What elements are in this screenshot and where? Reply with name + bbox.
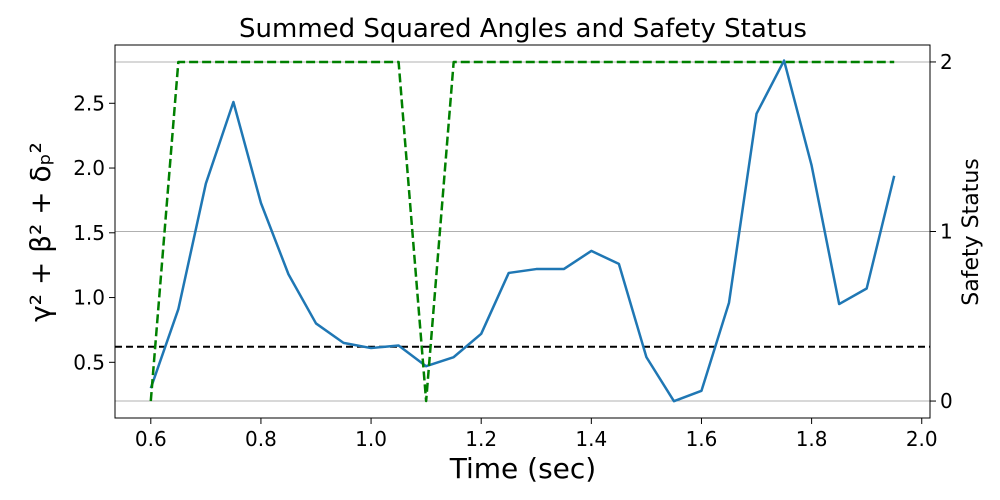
x-tick-label-0: 0.6: [135, 427, 167, 451]
y2-tick-label-2: 2: [940, 50, 953, 74]
x-tick-label-4: 1.4: [575, 427, 607, 451]
y-tick-label-4: 2.5: [73, 91, 105, 115]
x-tick-label-6: 1.8: [796, 427, 828, 451]
y-axis-ticks: 0.5 1.0 1.5 2.0 2.5: [73, 91, 115, 374]
chart-title: Summed Squared Angles and Safety Status: [239, 14, 807, 44]
series-points-1: [150, 61, 895, 402]
series-layer: [149, 59, 896, 403]
y2-tick-label-1: 1: [940, 220, 953, 244]
y-tick-label-2: 1.5: [73, 221, 105, 245]
x-axis-label: Time (sec): [449, 452, 596, 485]
y-tick-label-0: 0.5: [73, 350, 105, 374]
x-tick-label-2: 1.0: [355, 427, 387, 451]
series-points-0: [150, 60, 895, 402]
series-line-0: [149, 59, 896, 403]
x-tick-label-3: 1.2: [465, 427, 497, 451]
series-line-1: [149, 60, 895, 403]
x-tick-label-7: 2.0: [906, 427, 938, 451]
y-tick-label-3: 2.0: [73, 156, 105, 180]
y2-tick-label-0: 0: [940, 389, 953, 413]
x-tick-label-5: 1.6: [686, 427, 718, 451]
x-axis-ticks: 0.6 0.8 1.0 1.2 1.4 1.6 1.8 2.0: [135, 418, 938, 451]
x-tick-label-1: 0.8: [245, 427, 277, 451]
y2-axis-ticks: 0 1 2: [930, 50, 953, 413]
y2-axis-label: Safety Status: [959, 158, 984, 305]
y-tick-label-1: 1.0: [73, 286, 105, 310]
y-axis-label: γ² + β² + δₚ²: [24, 142, 57, 322]
